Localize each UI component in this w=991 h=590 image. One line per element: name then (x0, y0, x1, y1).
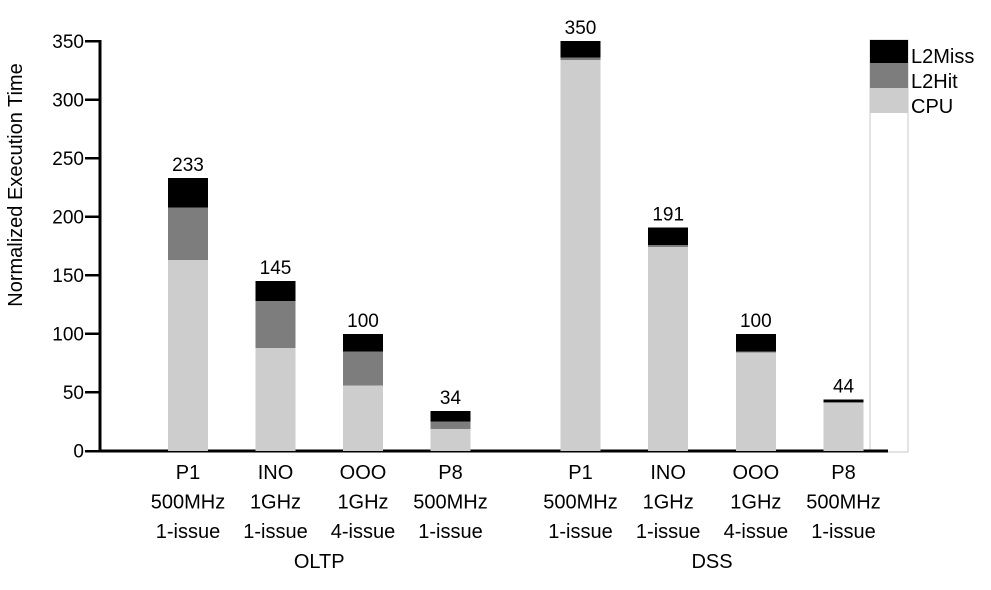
bar-segment-cpu (343, 385, 383, 451)
bar-value-label: 350 (565, 18, 597, 39)
y-tick-label: 100 (52, 325, 84, 346)
bar-segment-cpu (430, 428, 471, 451)
bar-value-label: 34 (440, 388, 462, 409)
bar-segment-l2miss (735, 333, 776, 352)
x-tick-label: P8 (831, 462, 855, 484)
bar-segment-l2miss (560, 41, 601, 58)
x-tick-label: 1GHz (337, 492, 388, 514)
x-tick-label: 1GHz (643, 492, 694, 514)
bar-segment-l2hit (648, 244, 689, 248)
x-tick-label: 1-issue (636, 521, 700, 543)
bar-segment-l2miss (648, 227, 689, 245)
x-tick-label: 1-issue (811, 521, 875, 543)
bar-segment-l2hit (735, 351, 776, 353)
x-tick-label: 1-issue (156, 521, 220, 543)
bar-segment-cpu (168, 260, 208, 451)
x-tick-label: INO (258, 462, 294, 484)
bar-value-label: 100 (347, 311, 379, 332)
x-tick-label: OOO (340, 462, 387, 484)
bar-segment-l2hit (430, 421, 471, 429)
bar-segment-l2miss (168, 178, 208, 208)
x-tick-label: 1GHz (250, 492, 301, 514)
x-tick-label: 500MHz (151, 492, 225, 514)
bar-segment-cpu (823, 402, 864, 451)
x-tick-label: 4-issue (724, 521, 788, 543)
x-tick-label: 1-issue (548, 521, 612, 543)
bar-segment-cpu (255, 347, 296, 451)
y-tick-label: 150 (52, 266, 84, 287)
x-tick-label: INO (650, 462, 686, 484)
bar-segment-l2miss (430, 411, 471, 422)
group-label: OLTP (294, 551, 345, 573)
bar-value-label: 191 (652, 204, 684, 225)
bar-segment-cpu (735, 352, 776, 451)
bar-segment-l2miss (255, 281, 296, 302)
x-tick-label: P1 (176, 462, 200, 484)
x-tick-label: 1GHz (730, 492, 781, 514)
legend-label-l2hit: L2Hit (911, 71, 958, 93)
bar-value-label: 100 (740, 311, 772, 332)
bar-segment-l2hit (168, 207, 208, 261)
x-tick-label: 500MHz (806, 492, 880, 514)
legend-label-cpu: CPU (911, 96, 953, 118)
legend-swatch-cpu (870, 88, 908, 113)
bar-segment-l2hit (255, 301, 296, 348)
x-tick-label: 500MHz (413, 492, 487, 514)
y-tick-label: 350 (52, 32, 84, 53)
legend-label-l2miss: L2Miss (911, 46, 974, 68)
bar-segment-l2miss (823, 399, 864, 402)
x-tick-label: OOO (733, 462, 780, 484)
y-tick-label: 50 (63, 383, 84, 404)
group-label: DSS (691, 551, 732, 573)
x-tick-label: 500MHz (543, 492, 617, 514)
legend-swatch-l2hit (870, 63, 908, 88)
y-tick-label: 200 (52, 207, 84, 228)
y-tick-label: 300 (52, 90, 84, 111)
bar-value-label: 44 (833, 376, 855, 397)
bar-segment-l2hit (560, 57, 601, 60)
bar-value-label: 233 (172, 155, 204, 176)
y-tick-label: 0 (73, 442, 84, 463)
legend-swatch-l2miss (870, 40, 908, 63)
bar-segment-cpu (560, 59, 601, 452)
x-tick-label: P8 (438, 462, 462, 484)
x-tick-label: P1 (568, 462, 592, 484)
y-axis-title: Normalized Execution Time (5, 63, 27, 306)
bar-segment-l2miss (343, 333, 383, 352)
x-tick-label: 4-issue (331, 521, 395, 543)
x-tick-label: 1-issue (418, 521, 482, 543)
y-tick-label: 250 (52, 149, 84, 170)
x-tick-label: 1-issue (243, 521, 307, 543)
bar-segment-l2hit (343, 351, 383, 386)
bar-value-label: 145 (260, 258, 292, 279)
bar-segment-l2hit (823, 401, 864, 403)
bar-segment-cpu (648, 247, 689, 451)
